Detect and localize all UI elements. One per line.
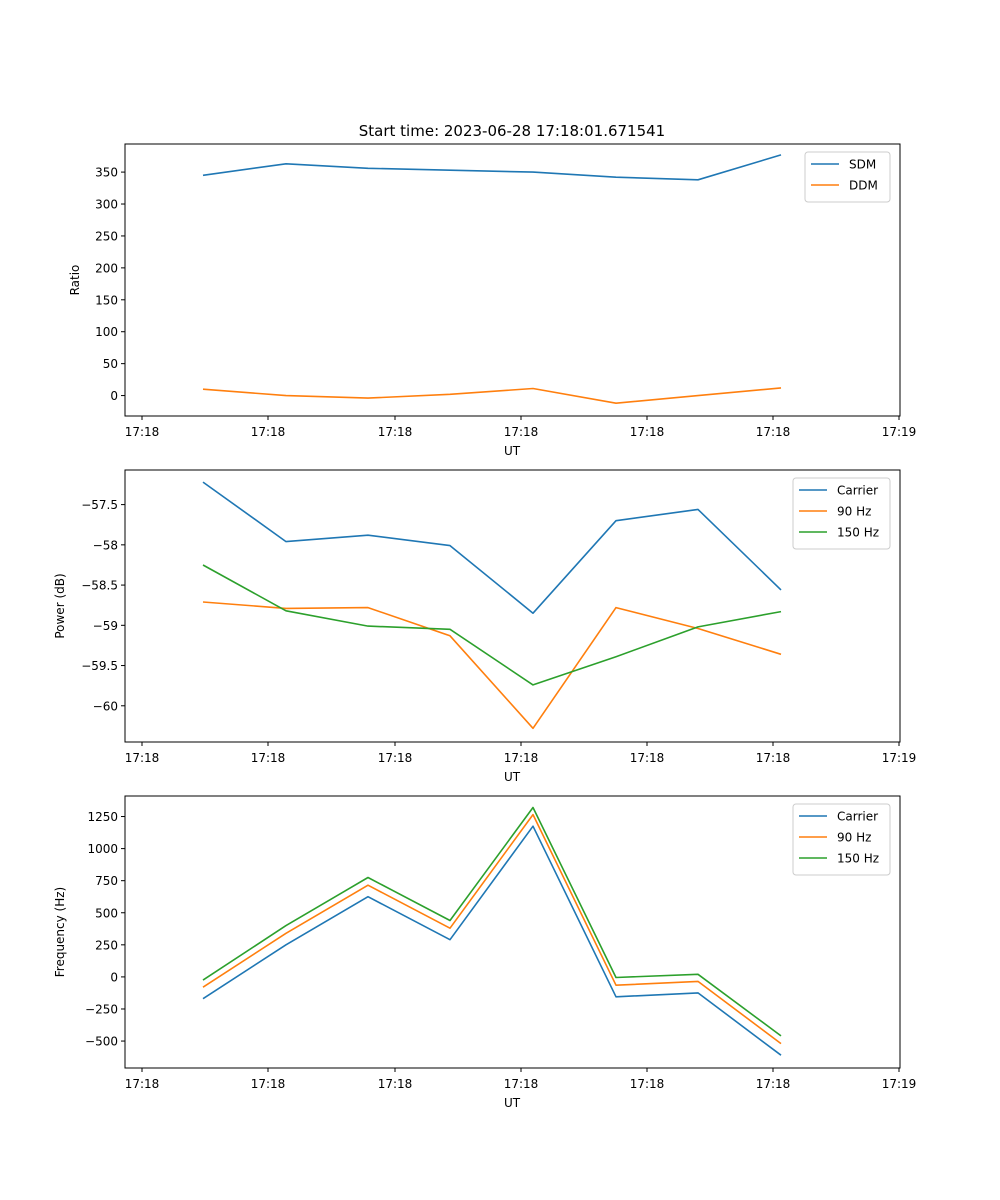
y-tick-label: 250 <box>95 938 118 952</box>
figure-title: Start time: 2023-06-28 17:18:01.671541 <box>359 122 665 140</box>
x-tick-label: 17:18 <box>251 425 286 439</box>
legend-entry: 150 Hz <box>837 852 879 866</box>
legend: Carrier 90 Hz 150 Hz <box>792 477 891 550</box>
y-tick-label: 350 <box>95 166 118 180</box>
x-axis-label: UT <box>504 1096 521 1110</box>
y-tick-label: −59.5 <box>81 659 118 673</box>
y-tick-label: 0 <box>110 970 118 984</box>
x-tick-label: 17:18 <box>378 1077 413 1091</box>
y-tick-label: 150 <box>95 293 118 307</box>
y-axis-label: Frequency (Hz) <box>53 887 67 978</box>
legend: SDM DDM <box>804 151 891 203</box>
x-tick-label: 17:18 <box>504 425 539 439</box>
axes-frame <box>124 795 901 1069</box>
y-tick-label: −58 <box>93 538 118 552</box>
y-tick-label: −60 <box>93 699 118 713</box>
power-panel: −57.5 −58 −58.5 −59 −59.5 −60 17:18 17:18 17:18 1… <box>53 469 917 784</box>
x-axis-label: UT <box>504 770 521 784</box>
y-axis-label: Power (dB) <box>53 573 67 638</box>
x-tick-label: 17:18 <box>504 751 539 765</box>
x-tick-label: 17:18 <box>125 425 160 439</box>
legend-entry: SDM <box>849 158 876 172</box>
legend-entry: DDM <box>849 179 878 193</box>
y-axis-label: Ratio <box>68 265 82 296</box>
y-tick-label: 0 <box>110 389 118 403</box>
legend-entry: 150 Hz <box>837 526 879 540</box>
y-tick-label: 50 <box>103 357 118 371</box>
legend-entry: 90 Hz <box>837 505 871 519</box>
y-tick-label: 200 <box>95 261 118 275</box>
series-line-150-hz <box>202 564 782 686</box>
y-tick-label: 1250 <box>87 810 118 824</box>
y-tick-label: 1000 <box>87 842 118 856</box>
y-tick-label: 750 <box>95 874 118 888</box>
series-line-sdm <box>202 154 782 181</box>
x-tick-label: 17:18 <box>251 1077 286 1091</box>
x-tick-label: 17:18 <box>630 1077 665 1091</box>
x-tick-label: 17:18 <box>504 1077 539 1091</box>
axes-frame <box>124 469 901 743</box>
legend-box <box>804 151 891 203</box>
series-line-carrier <box>202 481 782 615</box>
legend-entry: 90 Hz <box>837 831 871 845</box>
x-tick-label: 17:18 <box>378 425 413 439</box>
axes-frame <box>124 143 901 417</box>
x-tick-label: 17:19 <box>882 1077 917 1091</box>
series-line-carrier <box>202 825 782 1056</box>
legend-entry: Carrier <box>837 484 878 498</box>
y-tick-label: 500 <box>95 906 118 920</box>
x-tick-label: 17:18 <box>756 751 791 765</box>
x-tick-label: 17:18 <box>125 751 160 765</box>
y-tick-label: 250 <box>95 229 118 243</box>
x-tick-label: 17:18 <box>756 1077 791 1091</box>
legend-entry: Carrier <box>837 810 878 824</box>
x-tick-label: 17:18 <box>630 751 665 765</box>
x-tick-label: 17:19 <box>882 751 917 765</box>
y-tick-label: −500 <box>85 1035 118 1049</box>
y-tick-label: −57.5 <box>81 498 118 512</box>
y-tick-label: −58.5 <box>81 579 118 593</box>
x-axis-label: UT <box>504 444 521 458</box>
x-tick-label: 17:18 <box>630 425 665 439</box>
ratio-panel: 0 50 100 150 200 250 300 350 17:18 17:18 17:18 17:1… <box>68 143 917 458</box>
y-tick-label: 100 <box>95 325 118 339</box>
frequency-panel: −500 −250 0 250 500 750 1000 1250 17:18 17:18 17:1… <box>53 795 917 1110</box>
x-tick-label: 17:18 <box>756 425 791 439</box>
series-line-150-hz <box>202 806 782 1037</box>
y-tick-label: 300 <box>95 198 118 212</box>
x-tick-label: 17:18 <box>125 1077 160 1091</box>
x-tick-label: 17:18 <box>378 751 413 765</box>
y-tick-label: −59 <box>93 619 118 633</box>
series-line-ddm <box>202 387 782 405</box>
x-tick-label: 17:18 <box>251 751 286 765</box>
legend: Carrier 90 Hz 150 Hz <box>792 803 891 876</box>
series-line-90-hz <box>202 813 782 1045</box>
x-tick-label: 17:19 <box>882 425 917 439</box>
y-tick-label: −250 <box>85 1002 118 1016</box>
series-line-90-hz <box>202 601 782 730</box>
